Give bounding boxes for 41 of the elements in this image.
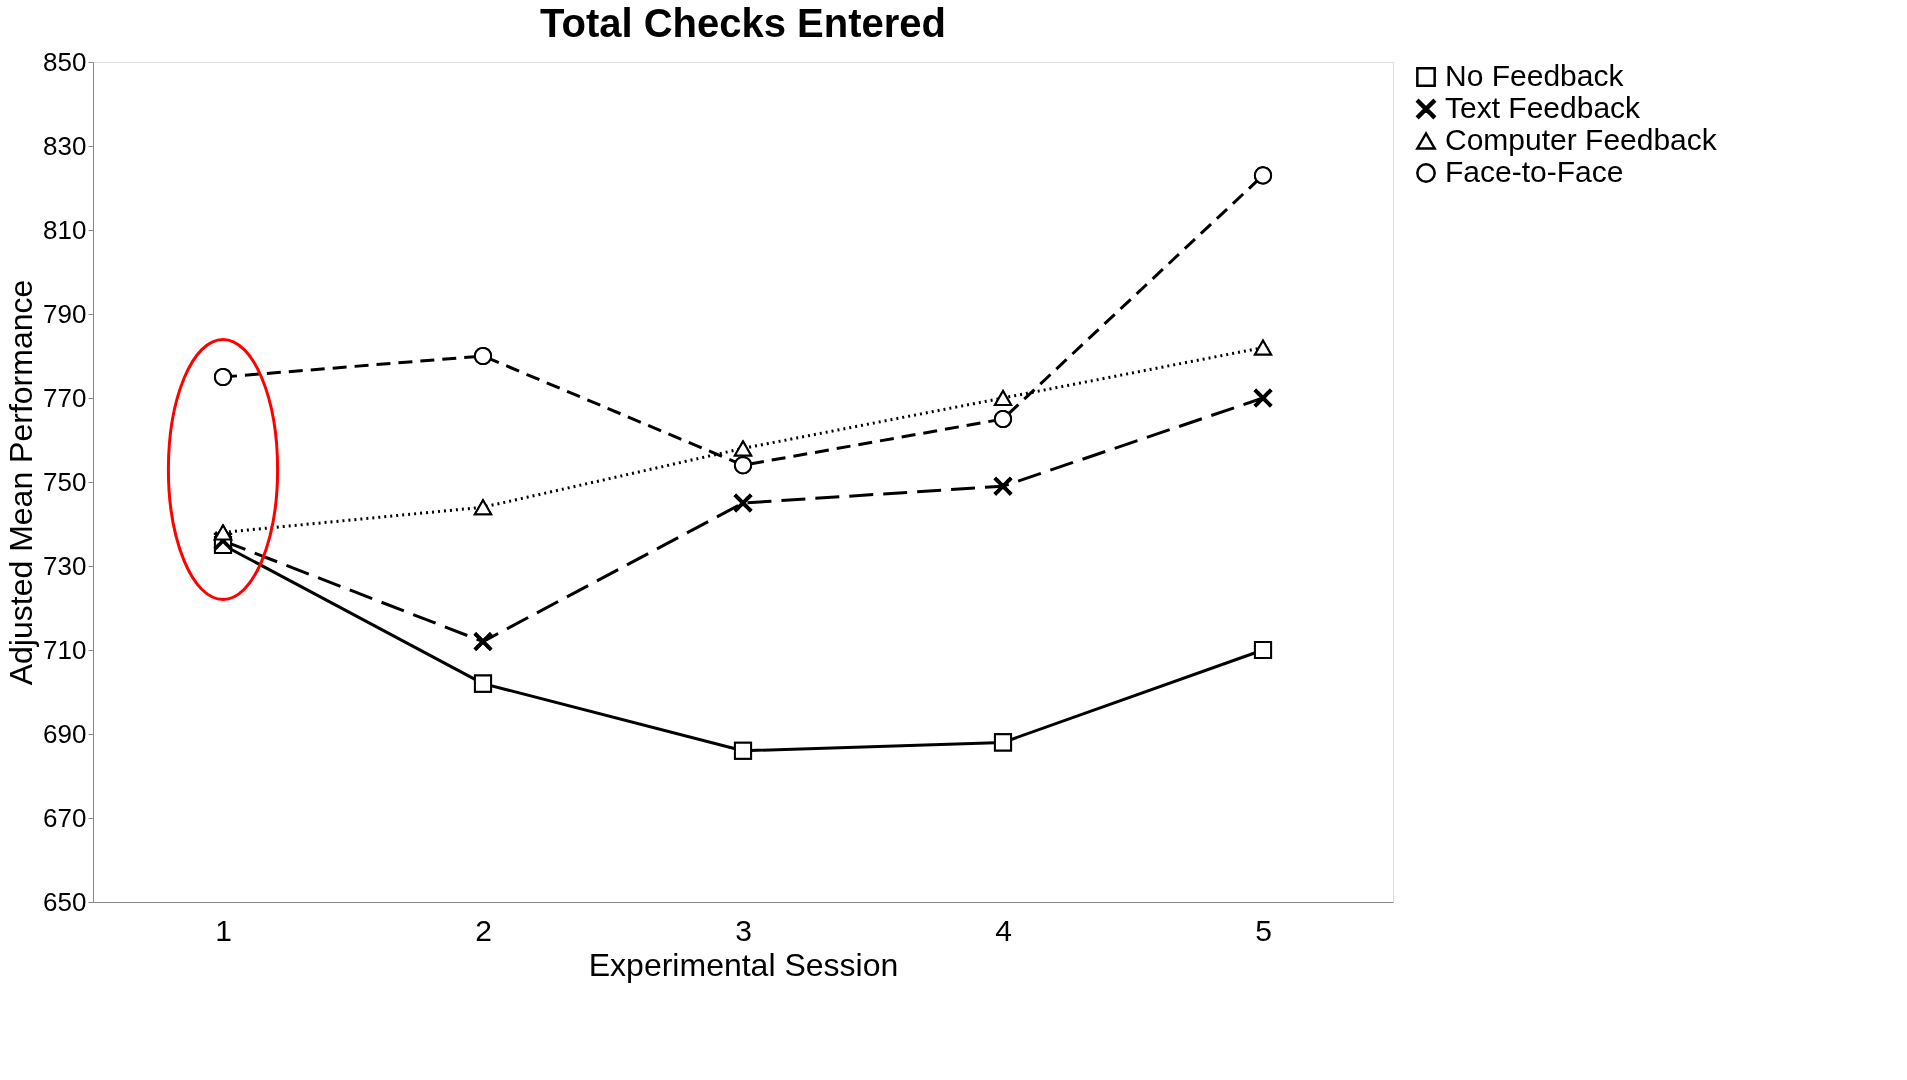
y-tick-label: 850 [43,46,87,77]
y-axis-title: Adjusted Mean Performance [3,279,40,686]
y-tick-label: 750 [43,466,87,497]
legend-label: Text Feedback [1445,91,1642,124]
point [993,733,1013,752]
point [213,524,233,541]
legend-label: Computer Feedback [1445,123,1718,156]
point [733,440,753,457]
point [733,741,753,760]
x-tick-label: 2 [475,913,492,947]
point [473,499,493,516]
y-tick-label: 790 [43,298,87,329]
point [993,390,1013,406]
x-axis-title: Experimental Session [588,946,899,983]
chart-title: Total Checks Entered [539,1,947,45]
x-tick-label: 3 [735,913,752,947]
legend-label: Face-to-Face [1445,155,1624,188]
y-tick-label: 830 [43,130,87,161]
point [993,409,1013,429]
point [1253,640,1273,660]
point [1253,166,1273,185]
point [1253,339,1273,356]
y-tick-label: 810 [43,214,87,245]
point [733,456,753,475]
y-tick-label: 710 [43,634,87,665]
point [733,493,753,513]
y-tick-label: 650 [43,886,87,917]
point [473,674,493,693]
point [993,477,1013,496]
x-tick-label: 5 [1255,913,1272,947]
y-tick-label: 670 [43,802,87,833]
point [473,346,493,366]
legend-label: No Feedback [1445,59,1625,92]
y-tick-label: 770 [43,382,87,413]
y-tick-label: 690 [43,718,87,749]
point [1253,388,1273,408]
x-tick-label: 1 [215,913,232,947]
point [213,367,233,387]
point [473,632,493,651]
x-tick-label: 4 [995,913,1012,947]
y-tick-label: 730 [43,550,87,581]
